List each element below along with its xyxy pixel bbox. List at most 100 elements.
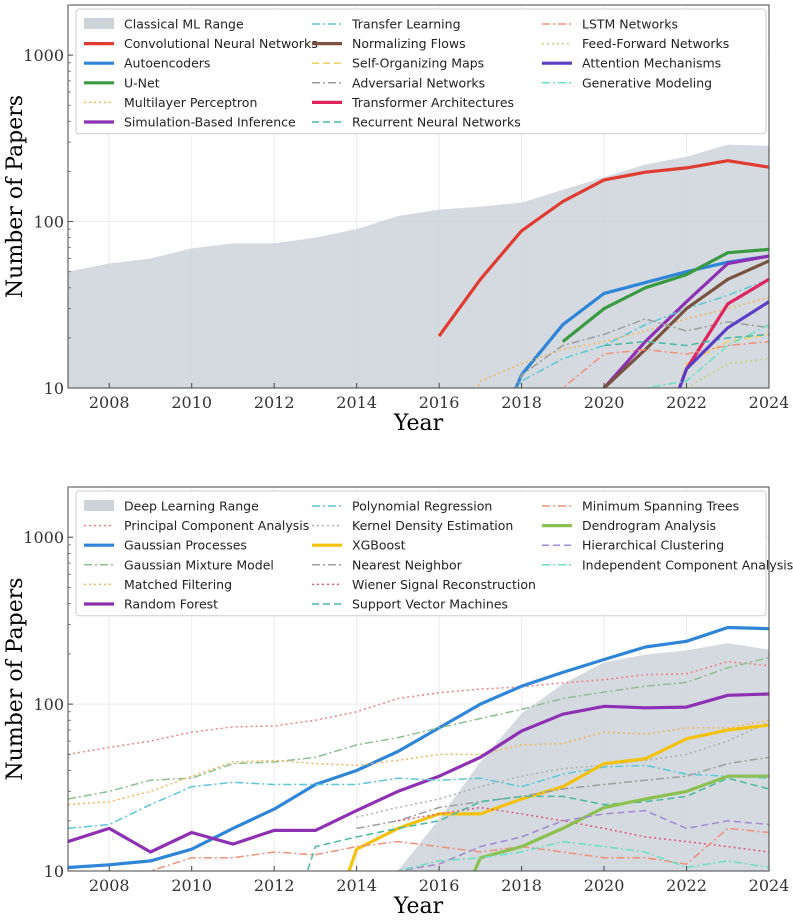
legend-item: Convolutional Neural Networks [84, 36, 318, 51]
legend-item: Simulation-Based Inference [84, 115, 296, 130]
legend-item: Independent Component Analysis [542, 557, 793, 572]
legend-label: Attention Mechanisms [582, 56, 721, 71]
series-line-8 [347, 723, 769, 871]
series-line-14 [677, 300, 769, 388]
series-line-9 [515, 318, 769, 388]
legend-item: Adversarial Networks [312, 75, 485, 90]
legend-label: Multilayer Perceptron [124, 95, 257, 110]
legend-label: Principal Component Analysis [124, 518, 309, 533]
x-tick-label: 2018 [501, 393, 542, 412]
legend: Deep Learning Range Principal Component A… [75, 490, 793, 617]
x-tick-label: 2014 [336, 393, 377, 412]
chart-panel-1: 2008 2010 2012 2014 2016 2018 2020 2022 2024 10 10… [3, 4, 790, 436]
legend-item: Polynomial Regression [312, 499, 492, 514]
series-line-2 [68, 625, 769, 870]
legend-label: Convolutional Neural Networks [124, 36, 318, 51]
legend-label: Recurrent Neural Networks [352, 115, 521, 130]
series-line-4 [475, 296, 769, 388]
legend-label: U-Net [124, 75, 160, 90]
legend-label: Wiener Signal Reconstruction [352, 577, 536, 592]
legend-item: Autoencoders [84, 56, 210, 71]
legend-item: Recurrent Neural Networks [312, 115, 521, 130]
x-tick-label: 2022 [666, 393, 707, 412]
legend-item: Normalizing Flows [312, 36, 466, 51]
range-band [68, 144, 769, 388]
chart-panel-2: 2008 2010 2012 2014 2016 2018 2020 2022 2024 10 10… [3, 486, 793, 919]
legend-item: Wiener Signal Reconstruction [312, 577, 536, 592]
range-band [397, 643, 769, 871]
legend-label: Simulation-Based Inference [124, 115, 296, 130]
x-tick-label: 2016 [419, 393, 460, 412]
legend-item: U-Net [84, 75, 160, 90]
x-tick-label: 2022 [666, 876, 707, 895]
legend-label: Generative Modeling [582, 75, 712, 90]
legend-swatch [84, 18, 114, 29]
series-line-5 [68, 692, 769, 854]
legend-item: Support Vector Machines [312, 597, 508, 612]
legend-label: LSTM Networks [582, 17, 678, 32]
series-line-11 [306, 777, 769, 871]
legend-item: Attention Mechanisms [542, 56, 721, 71]
series-line-11 [604, 333, 769, 347]
plot-area [68, 144, 769, 388]
legend-item: Random Forest [84, 597, 218, 612]
legend-item: Nearest Neighbor [312, 557, 463, 572]
legend-item: Principal Component Analysis [84, 518, 309, 533]
x-axis-label: Year [393, 894, 444, 919]
series-line-2 [514, 254, 769, 388]
legend-item: Multilayer Perceptron [84, 95, 257, 110]
x-axis-label: Year [393, 411, 444, 436]
legend-label: Matched Filtering [124, 577, 232, 592]
y-tick-label: 1000 [23, 528, 64, 547]
series-line-15 [396, 840, 769, 871]
legend-swatch [84, 500, 114, 511]
y-tick-label: 1000 [23, 46, 64, 65]
legend-label: Deep Learning Range [124, 499, 259, 514]
series-line-7 [356, 721, 769, 818]
x-tick-label: 2020 [584, 393, 625, 412]
legend-item: Feed-Forward Networks [542, 36, 729, 51]
legend-label: Polynomial Regression [352, 499, 492, 514]
series-line-1 [68, 660, 769, 756]
y-tick-label: 100 [33, 695, 64, 714]
y-tick-label: 10 [44, 379, 64, 398]
legend-label: Nearest Neighbor [352, 557, 463, 572]
series-line-4 [68, 719, 769, 806]
legend-label: Hierarchical Clustering [582, 538, 724, 553]
legend-item: Deep Learning Range [84, 499, 259, 514]
axes-frame [67, 486, 770, 872]
legend-label: Kernel Density Estimation [352, 518, 513, 533]
series-line-6 [68, 764, 769, 830]
x-tick-label: 2012 [254, 876, 295, 895]
series-line-5 [602, 254, 769, 388]
legend: Classical ML Range Convolutional Neural N… [75, 8, 767, 135]
series-line-10 [677, 277, 769, 388]
x-tick-label: 2008 [89, 876, 130, 895]
series-line-3 [561, 247, 769, 343]
x-tick-label: 2010 [171, 393, 212, 412]
legend-label: Classical ML Range [124, 17, 244, 32]
legend-item: Dendrogram Analysis [542, 518, 716, 533]
series-line-6 [517, 278, 769, 388]
legend-label: XGBoost [352, 538, 406, 553]
legend-item: Generative Modeling [542, 75, 712, 90]
legend-label: Adversarial Networks [352, 75, 485, 90]
legend-label: Gaussian Processes [124, 538, 247, 553]
legend-label: Autoencoders [124, 56, 210, 71]
series-line-9 [356, 756, 769, 830]
legend-label: Self-Organizing Maps [352, 56, 484, 71]
legend-label: Gaussian Mixture Model [124, 557, 274, 572]
x-tick-label: 2012 [254, 393, 295, 412]
legend-item: Transformer Architectures [312, 95, 514, 110]
legend-label: Support Vector Machines [352, 597, 508, 612]
legend-item: Kernel Density Estimation [312, 518, 513, 533]
legend-label: Transformer Architectures [351, 95, 514, 110]
legend-label: Feed-Forward Networks [582, 36, 729, 51]
x-tick-label: 2014 [336, 876, 377, 895]
x-tick-label: 2020 [584, 876, 625, 895]
legend-item: Gaussian Processes [84, 538, 247, 553]
legend-item: Gaussian Mixture Model [84, 557, 274, 572]
legend-item: Classical ML Range [84, 17, 244, 32]
x-tick-label: 2024 [749, 393, 790, 412]
